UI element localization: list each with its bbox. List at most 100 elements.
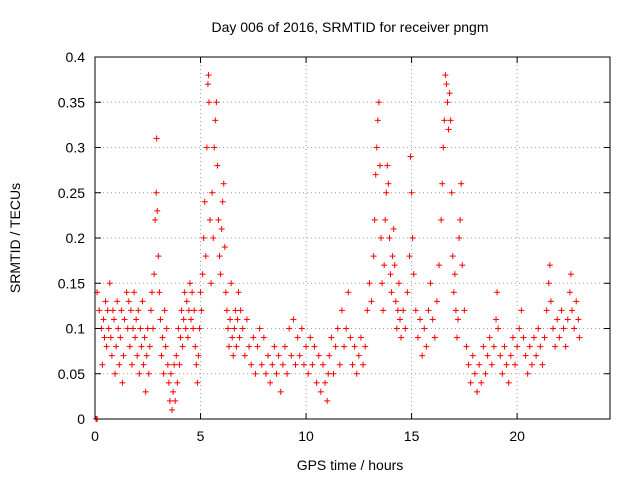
data-point	[119, 379, 126, 386]
data-point	[450, 289, 457, 296]
data-point	[531, 334, 538, 341]
data-point	[385, 180, 392, 187]
data-point	[223, 307, 230, 314]
data-point	[395, 280, 402, 287]
data-point	[325, 370, 332, 377]
data-point	[409, 235, 416, 241]
data-point	[284, 370, 291, 377]
data-point	[326, 352, 333, 359]
data-point	[173, 352, 180, 359]
data-point	[124, 325, 131, 332]
data-point	[458, 180, 465, 187]
data-point	[332, 343, 339, 350]
data-point	[205, 72, 212, 79]
y-tick-label: 0.05	[58, 366, 85, 382]
data-point	[156, 289, 163, 296]
data-point	[205, 99, 212, 106]
data-point	[183, 298, 190, 305]
data-point	[495, 325, 502, 332]
data-point	[210, 235, 217, 241]
data-point	[406, 253, 413, 260]
data-point	[148, 289, 155, 296]
data-point	[412, 307, 419, 314]
data-point	[391, 262, 398, 269]
data-point	[480, 343, 487, 350]
data-point	[441, 117, 448, 124]
data-point	[201, 198, 208, 205]
data-point	[117, 334, 124, 341]
data-point	[533, 352, 540, 359]
data-point	[153, 189, 160, 196]
data-point	[166, 397, 173, 404]
data-point	[436, 262, 443, 269]
data-point	[419, 352, 426, 359]
data-point	[459, 262, 466, 269]
data-point	[476, 361, 483, 368]
data-point	[313, 379, 320, 386]
data-point	[488, 361, 495, 368]
data-point	[566, 289, 573, 296]
data-point	[471, 370, 478, 377]
data-point	[512, 361, 519, 368]
data-point	[123, 289, 130, 296]
data-point	[371, 216, 378, 223]
data-point	[387, 271, 394, 278]
data-point	[408, 189, 415, 196]
data-point	[514, 343, 521, 350]
data-point	[118, 307, 125, 314]
data-point	[96, 307, 103, 314]
data-point	[185, 307, 192, 314]
ticks-layer: 0 0.05 0.1 0.15 0.2 0.25 0.3 0.35 0.4 0 5 10 15 20	[58, 49, 610, 444]
data-point	[275, 352, 282, 359]
data-point	[576, 334, 583, 341]
x-tick-label: 10	[298, 428, 314, 444]
data-point	[543, 307, 550, 314]
data-point	[290, 316, 297, 323]
data-point	[239, 325, 246, 332]
data-point	[410, 271, 417, 278]
data-point	[145, 370, 152, 377]
data-point	[177, 334, 184, 341]
data-point	[507, 352, 514, 359]
data-point	[107, 334, 114, 341]
data-point	[494, 289, 501, 296]
data-point	[556, 334, 563, 341]
data-point	[159, 334, 166, 341]
data-point	[375, 99, 382, 106]
data-point	[197, 289, 204, 296]
data-point	[484, 352, 491, 359]
data-point	[167, 370, 174, 377]
data-point	[345, 289, 352, 296]
data-point	[392, 298, 399, 305]
data-point	[254, 343, 261, 350]
data-point	[161, 307, 168, 314]
data-point	[219, 198, 226, 205]
data-point	[394, 307, 401, 314]
data-point	[169, 406, 176, 413]
data-point	[120, 352, 127, 359]
data-point	[265, 352, 272, 359]
data-point	[137, 325, 144, 332]
data-point	[431, 334, 438, 341]
data-point	[357, 334, 364, 341]
data-point	[115, 325, 122, 332]
data-point	[384, 162, 391, 169]
data-point	[518, 307, 525, 314]
data-point	[417, 316, 424, 323]
data-point	[372, 171, 379, 178]
data-point	[189, 289, 196, 296]
data-point	[505, 379, 512, 386]
data-point	[184, 334, 191, 341]
data-point	[135, 307, 142, 314]
data-point	[269, 361, 276, 368]
data-point	[248, 361, 255, 368]
y-tick-label: 0.3	[66, 140, 86, 156]
data-point	[338, 307, 345, 314]
data-point	[456, 235, 463, 241]
data-point	[179, 343, 186, 350]
data-point	[128, 361, 135, 368]
data-point	[490, 343, 497, 350]
data-point	[541, 334, 548, 341]
data-point	[571, 325, 578, 332]
data-point	[438, 216, 445, 223]
